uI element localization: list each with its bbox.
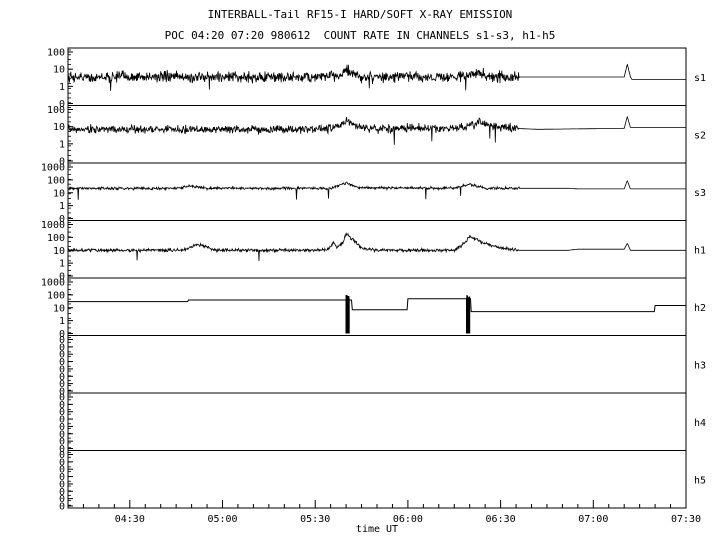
y-tick-label-h1: 100 (47, 233, 65, 244)
y-tick-label-h4: 0 (59, 415, 65, 426)
y-tick-label-h4: 0 (59, 422, 65, 433)
y-tick-label-h2: 100 (47, 290, 65, 301)
channel-label-s1: s1 (694, 73, 706, 84)
channel-label-s3: s3 (694, 188, 706, 199)
chart-title: INTERBALL-Tail RF15-I HARD/SOFT X-RAY EM… (207, 8, 513, 21)
y-tick-label-h5: 0 (59, 465, 65, 476)
y-tick-label-s2: 100 (47, 105, 65, 116)
series-line-s1 (67, 63, 686, 91)
channel-label-h3: h3 (694, 360, 706, 371)
y-tick-label-h5: 0 (59, 472, 65, 483)
x-axis-label: time UT (356, 524, 398, 535)
x-tick-label: 07:00 (578, 514, 608, 525)
y-tick-label-h5: 0 (59, 450, 65, 461)
x-tick-label: 07:30 (671, 514, 701, 525)
y-tick-label-s3: 1000 (41, 163, 65, 174)
y-tick-label-h5: 0 (59, 457, 65, 468)
panel-s2 (67, 105, 687, 164)
panel-h5 (67, 450, 687, 509)
y-tick-label-h2: 10 (53, 303, 65, 314)
y-tick-label-h3: 0 (59, 350, 65, 361)
x-tick-label: 04:30 (115, 514, 145, 525)
x-tick-label: 06:30 (486, 514, 516, 525)
y-tick-label-h3: 0 (59, 342, 65, 353)
y-tick-label-s1: 1 (59, 82, 65, 93)
y-tick-label-s1: 10 (53, 65, 65, 76)
x-tick-label: 06:00 (393, 514, 423, 525)
y-tick-label-h1: 0 (59, 272, 65, 283)
y-tick-label-s1: 100 (47, 48, 65, 59)
channel-label-s2: s2 (694, 130, 706, 141)
y-tick-label-s2: 0 (59, 157, 65, 168)
channel-label-h2: h2 (694, 303, 706, 314)
chart-subtitle: POC 04:20 07:20 980612 COUNT RATE IN CHA… (164, 29, 556, 42)
y-tick-label-h2: 1 (59, 316, 65, 327)
y-tick-label-h3: 0 (59, 364, 65, 375)
x-tick-label: 05:00 (207, 514, 237, 525)
y-tick-label-h5: 0 (59, 487, 65, 498)
y-tick-label-h2: 0 (59, 329, 65, 340)
y-tick-label-s2: 1 (59, 139, 65, 150)
channel-label-h5: h5 (694, 475, 706, 486)
y-tick-label-h4: 0 (59, 444, 65, 455)
y-tick-label-h1: 1 (59, 259, 65, 270)
y-tick-label-h4: 0 (59, 393, 65, 404)
y-tick-label-s3: 1 (59, 201, 65, 212)
y-tick-label-h4: 0 (59, 407, 65, 418)
y-tick-label-s3: 100 (47, 175, 65, 186)
series-line-s2 (67, 115, 686, 145)
y-tick-label-h3: 0 (59, 335, 65, 346)
panel-h4 (67, 392, 687, 451)
y-tick-label-s2: 10 (53, 122, 65, 133)
y-tick-label-h1: 1000 (41, 220, 65, 231)
y-tick-label-h4: 0 (59, 400, 65, 411)
x-tick-label: 05:30 (300, 514, 330, 525)
y-tick-label-h1: 10 (53, 246, 65, 257)
series-line-h1 (67, 231, 686, 262)
y-tick-label-s1: 0 (59, 99, 65, 110)
channel-label-h4: h4 (694, 418, 706, 429)
y-tick-label-h3: 0 (59, 387, 65, 398)
y-tick-label-s3: 0 (59, 214, 65, 225)
y-tick-label-h3: 0 (59, 379, 65, 390)
panel-h3 (67, 335, 687, 394)
channel-label-h1: h1 (694, 245, 706, 256)
y-tick-label-h3: 0 (59, 372, 65, 383)
series-line-h2 (68, 298, 686, 313)
y-tick-label-h3: 0 (59, 357, 65, 368)
y-tick-label-h5: 0 (59, 479, 65, 490)
y-tick-label-h4: 0 (59, 437, 65, 448)
y-tick-label-h5: 0 (59, 502, 65, 513)
y-tick-label-h5: 0 (59, 494, 65, 505)
panel-s3 (67, 162, 687, 221)
y-tick-label-h4: 0 (59, 429, 65, 440)
series-line-s3 (67, 180, 686, 200)
series-burst-h2 (345, 295, 350, 334)
y-tick-label-s3: 10 (53, 188, 65, 199)
y-tick-label-h2: 1000 (41, 278, 65, 289)
panel-h2 (67, 277, 687, 336)
series-burst-h2 (466, 295, 471, 334)
